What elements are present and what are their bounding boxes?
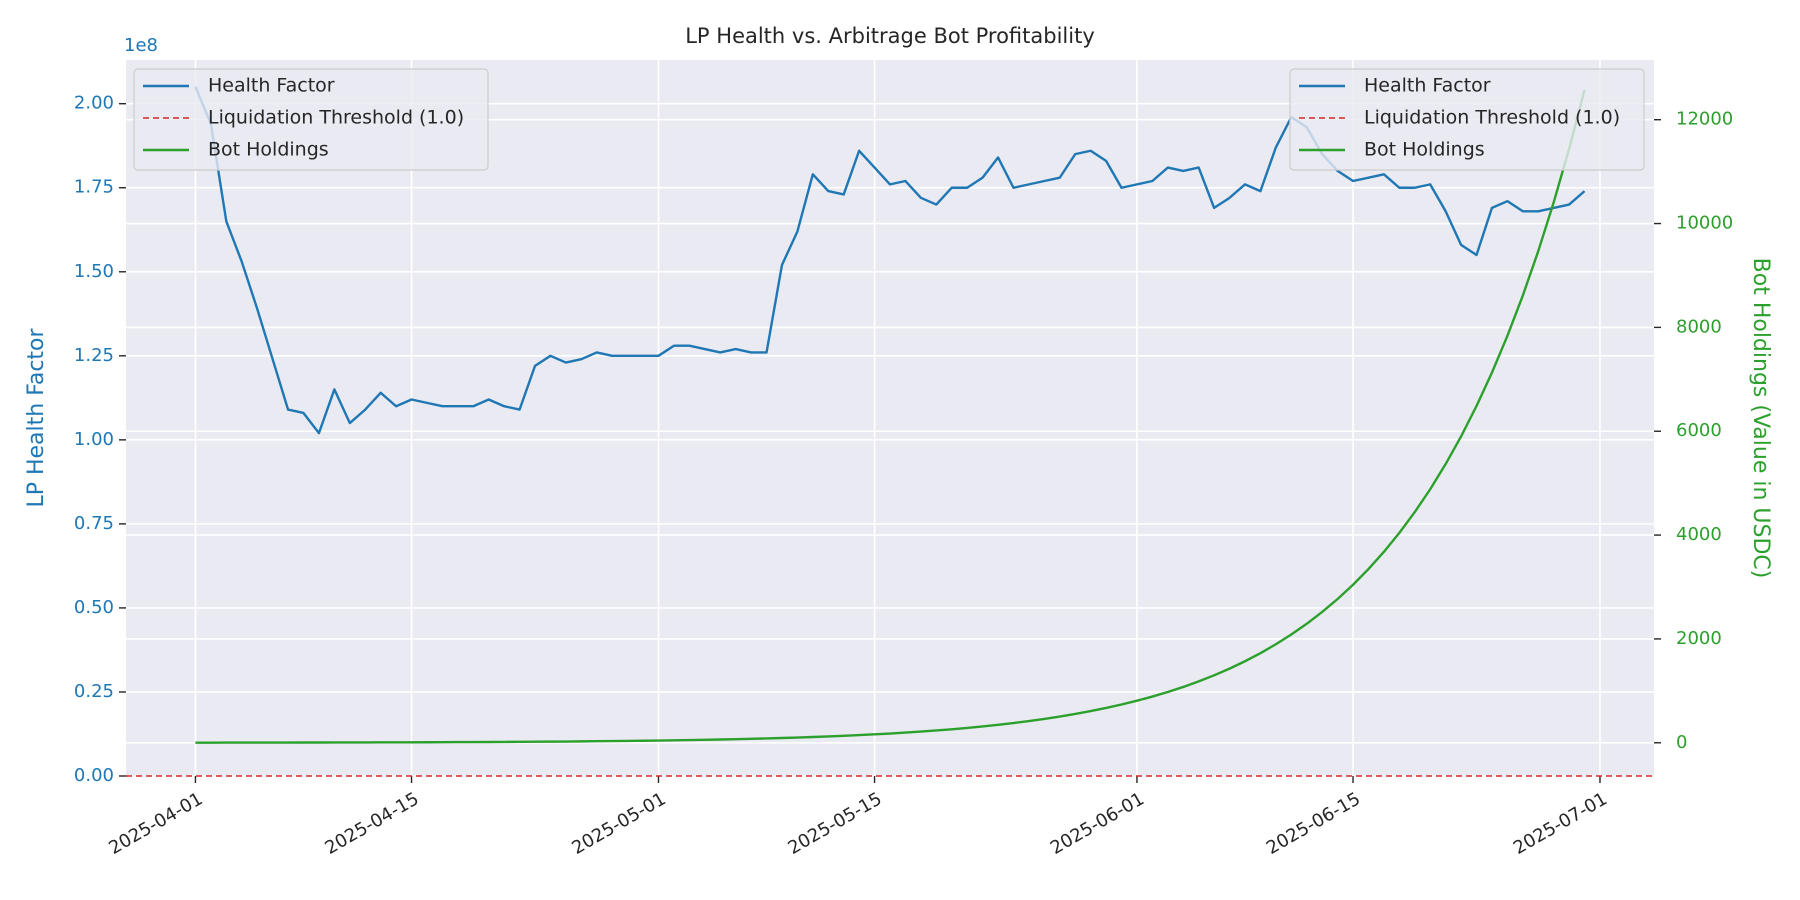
y-tick-label: 0.50 xyxy=(74,597,114,618)
y2-tick-label: 2000 xyxy=(1676,628,1722,649)
y-tick-label: 2.00 xyxy=(74,93,114,114)
y2-tick-label: 4000 xyxy=(1676,524,1722,545)
legend-label: Bot Holdings xyxy=(208,139,329,161)
y-tick-label: 0.75 xyxy=(74,513,114,534)
y-tick-label: 0.00 xyxy=(74,765,114,786)
y-tick-label: 1.25 xyxy=(74,345,114,366)
legend-label: Health Factor xyxy=(1364,75,1491,97)
y-tick-label: 0.25 xyxy=(74,681,114,702)
plot-area xyxy=(126,60,1654,776)
x-tick-label: 2025-04-15 xyxy=(321,788,422,858)
legend-box xyxy=(133,68,489,171)
y-tick-label: 1.75 xyxy=(74,177,114,198)
x-tick-label: 2025-05-15 xyxy=(784,788,885,858)
x-tick-label: 2025-04-01 xyxy=(105,788,206,858)
x-tick-label: 2025-06-15 xyxy=(1263,788,1364,858)
y2-tick-label: 10000 xyxy=(1676,213,1733,234)
y2-tick-label: 0 xyxy=(1676,732,1687,753)
legend-label: Bot Holdings xyxy=(1364,139,1485,161)
y-axis-label: LP Health Factor xyxy=(24,327,49,507)
y-tick-label: 1.50 xyxy=(74,261,114,282)
legend-label: Health Factor xyxy=(208,75,335,97)
legend-label: Liquidation Threshold (1.0) xyxy=(1364,107,1620,129)
series-line xyxy=(195,89,1586,744)
x-tick-label: 2025-06-01 xyxy=(1047,788,1148,858)
chart-title: LP Health vs. Arbitrage Bot Profitabilit… xyxy=(685,24,1095,48)
legend: Health Factor Liquidation Threshold (1.0)… xyxy=(133,68,489,171)
legend: Health Factor Liquidation Threshold (1.0)… xyxy=(1289,68,1645,171)
y-tick-label: 1.00 xyxy=(74,429,114,450)
series-line xyxy=(194,86,1586,435)
y2-tick-label: 12000 xyxy=(1676,109,1733,130)
y2-tick-label: 8000 xyxy=(1676,316,1722,337)
legend-box xyxy=(1289,68,1645,171)
y-offset-label: 1e8 xyxy=(124,35,158,56)
legend-label: Liquidation Threshold (1.0) xyxy=(208,107,464,129)
x-tick-label: 2025-07-01 xyxy=(1510,788,1611,858)
y2-axis-label: Bot Holdings (Value in USDC) xyxy=(1748,258,1773,579)
x-tick-label: 2025-05-01 xyxy=(568,788,669,858)
y2-tick-label: 6000 xyxy=(1676,420,1722,441)
